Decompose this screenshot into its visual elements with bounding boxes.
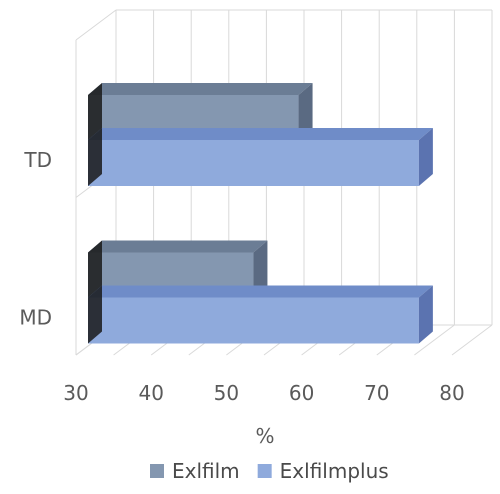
bar-front-face — [88, 297, 419, 344]
category-labels: TD MD — [19, 148, 52, 330]
bar-left-edge — [88, 240, 102, 299]
bar-left-edge — [88, 285, 102, 344]
x-tick-label: 70 — [364, 381, 389, 405]
bar-left-edge — [88, 128, 102, 186]
left-wall-divider — [75, 9, 117, 41]
x-tick-label: 30 — [63, 381, 88, 405]
category-label-td: TD — [23, 148, 52, 172]
legend: Exlfilm Exlfilmplus — [150, 459, 389, 483]
bar-side-face — [253, 240, 268, 299]
bar-td-exlfilmplus — [88, 128, 433, 186]
floor-gridline — [451, 324, 493, 356]
bar-top-face — [88, 83, 313, 95]
bar-md-exlfilmplus — [88, 285, 433, 344]
bars-group — [88, 83, 433, 344]
bar-top-face — [88, 128, 433, 140]
bar-front-face — [88, 140, 419, 186]
legend-label: Exlfilmplus — [280, 459, 389, 483]
bar-side-face — [418, 285, 433, 344]
x-tick-label: 80 — [439, 381, 464, 405]
x-tick-label: 50 — [214, 381, 239, 405]
bar-side-face — [298, 83, 313, 141]
bar-top-face — [88, 285, 433, 298]
x-tick-labels: 30 40 50 60 70 80 — [63, 381, 464, 405]
x-tick-label: 60 — [289, 381, 314, 405]
bar-top-face — [88, 240, 268, 253]
x-tick-label: 40 — [138, 381, 163, 405]
legend-swatch — [150, 464, 164, 478]
legend-label: Exlfilm — [172, 459, 240, 483]
x-axis-title: % — [255, 424, 274, 448]
bar-side-face — [418, 128, 433, 186]
legend-swatch — [257, 464, 272, 478]
bar-left-edge — [88, 83, 102, 141]
floor-gridline — [414, 324, 455, 356]
category-label-md: MD — [19, 305, 52, 329]
